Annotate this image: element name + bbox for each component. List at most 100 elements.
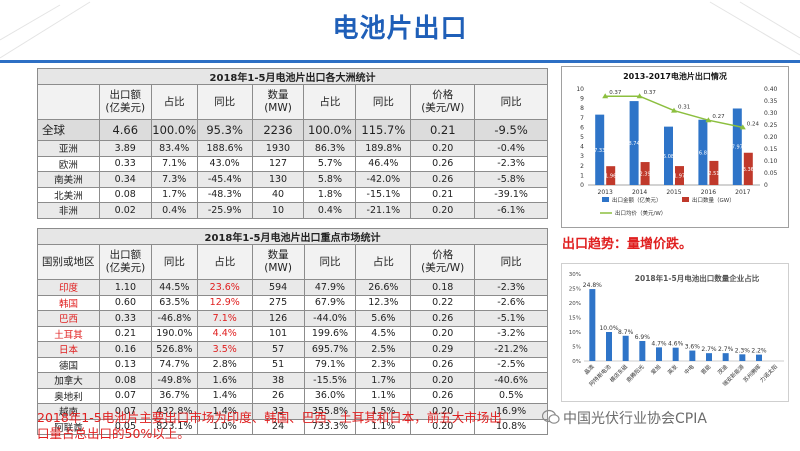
data-label: 24.8% [583, 282, 602, 289]
column-header: 价格 (美元/W) [410, 84, 476, 120]
table-cell: -48.3% [196, 186, 253, 203]
bar-export-value [629, 101, 639, 185]
table-cell: 0.05 [98, 418, 152, 435]
column-header: 同比 [150, 244, 198, 280]
bar-export-value [732, 108, 742, 185]
table-cell: 26 [251, 387, 305, 404]
bar-company-share [622, 335, 629, 361]
global-cell: 95.3% [196, 119, 253, 141]
data-label: 1.97 [674, 174, 685, 180]
table-cell: 5.6% [355, 310, 412, 327]
y-tick-label: 8 [580, 105, 584, 112]
table-row: 奥地利 0.07 36.7% 1.4% 26 36.0% 1.1% 0.26 0.5% [37, 387, 548, 404]
table-cell: 3.89 [98, 140, 152, 157]
bar-export-volume [640, 162, 650, 185]
global-cell: -9.5% [474, 119, 548, 141]
table-cell: 733.3% [303, 418, 357, 435]
table-cell: -3.2% [474, 325, 548, 342]
x-tick-label: 鼎腾阳光 [625, 362, 647, 384]
table-cell: 46.4% [355, 155, 412, 172]
table-cell: -15.5% [303, 372, 357, 389]
bar-export-volume [709, 160, 719, 185]
table-cell: 47.9% [303, 279, 357, 296]
data-label: 2.51 [708, 171, 719, 177]
x-tick-label: 2014 [632, 189, 647, 196]
table-cell: 36.0% [303, 387, 357, 404]
table-cell: 0.20 [410, 202, 476, 219]
summary-note: 2018年1-5电池片主要出口市场为印度、韩国、巴西、土耳其和日本，前五大市场出… [37, 410, 502, 441]
y-tick-label: 1 [580, 172, 584, 179]
bar-export-volume [606, 166, 616, 185]
table-row: 北美洲 0.08 1.7% -48.3% 40 1.8% -15.1% 0.21 -39.1% [37, 186, 548, 203]
global-cell: 4.66 [98, 119, 152, 141]
company-share-chart: 2018年1-5月电池出口数量企业占比 0% 5% 10% 15% 20% 25% 30% 24… [561, 263, 789, 402]
table-cell: 7.1% [196, 310, 253, 327]
data-label: 3.6% [685, 344, 701, 351]
bar-company-share [739, 354, 746, 361]
y2-tick-label: 0.35 [764, 98, 778, 105]
table-cell: 5.7% [303, 155, 357, 172]
table-cell: 0.34 [98, 171, 152, 188]
page-title: 电池片出口 [332, 14, 468, 44]
x-tick-label: 爱旭 [649, 362, 663, 376]
table-row: 德国 0.13 74.7% 2.8% 51 79.1% 2.3% 0.26 -2.5% [37, 356, 548, 373]
data-label: 7.33 [594, 148, 605, 154]
y-tick-label: 6 [580, 124, 584, 131]
data-label: 4.6% [668, 341, 684, 348]
data-label: 0.37 [609, 90, 622, 96]
table-cell: 2.8% [196, 356, 253, 373]
table-cell: 26.6% [355, 279, 412, 296]
data-label: 2.7% [718, 346, 734, 353]
table-cell: 10.8% [474, 418, 548, 435]
table-cell: 189.8% [355, 140, 412, 157]
table-cell: 130 [251, 171, 305, 188]
table-cell: 0.08 [98, 186, 152, 203]
column-header: 同比 [196, 84, 253, 120]
table-cell: 7.1% [150, 155, 198, 172]
table-cell: -44.0% [303, 310, 357, 327]
table-cell: -45.4% [196, 171, 253, 188]
market-name: 印度 [37, 279, 100, 296]
price-marker [602, 93, 609, 99]
price-marker [739, 124, 746, 130]
global-cell: 100.0% [303, 119, 357, 141]
company-share-svg: 2018年1-5月电池出口数量企业占比 0% 5% 10% 15% 20% 25% 30%24… [569, 272, 784, 388]
table-cell: 43.0% [196, 155, 253, 172]
column-header: 占比 [355, 244, 412, 280]
x-tick-label: 茂迪 [716, 362, 730, 376]
market-name: 巴西 [37, 310, 100, 327]
table-cell: 7.3% [150, 171, 198, 188]
y2-tick-label: 0.25 [764, 122, 778, 129]
table-cell: 695.7% [303, 341, 357, 358]
y2-tick-label: 0.20 [764, 134, 778, 141]
bar-company-share [656, 347, 662, 361]
bar-company-share [722, 353, 729, 361]
bar-company-share [706, 353, 712, 361]
table-cell: 1.0% [196, 418, 253, 435]
key-market-table: 2018年1-5月电池片出口重点市场统计 国别或地区 出口额 (亿美元) 同比 占比 数量… [37, 228, 548, 435]
table-cell: 0.18 [410, 279, 476, 296]
y-tick-label: 30% [569, 272, 581, 278]
table-cell: 10 [251, 202, 305, 219]
table-cell: 0.21 [410, 186, 476, 203]
watermark-text: 中国光伏行业协会CPIA [563, 411, 707, 427]
table-cell: 83.4% [150, 140, 198, 157]
table-cell: 74.7% [150, 356, 198, 373]
table-cell: 0.20 [410, 325, 476, 342]
region-name: 欧洲 [37, 155, 100, 172]
table-cell: 5.8% [303, 171, 357, 188]
market-name: 日本 [37, 341, 100, 358]
x-tick-label: 英发 [666, 362, 680, 376]
table-cell: 0.07 [98, 403, 152, 420]
data-label: 1.96 [605, 174, 616, 180]
global-cell: 0.21 [410, 119, 476, 141]
table-row: 南美洲 0.34 7.3% -45.4% 130 5.8% -42.0% 0.26 -5.8% [37, 171, 548, 188]
column-header: 占比 [196, 244, 253, 280]
table-cell: -40.6% [474, 372, 548, 389]
bar-export-value [664, 126, 673, 185]
data-label: 6.08 [663, 154, 674, 160]
table-cell: 1.7% [150, 186, 198, 203]
table-title: 2018年1-5月电池片出口各大洲统计 [37, 68, 548, 85]
y2-tick-label: 0.30 [764, 110, 778, 117]
table-cell: 44.5% [150, 279, 198, 296]
